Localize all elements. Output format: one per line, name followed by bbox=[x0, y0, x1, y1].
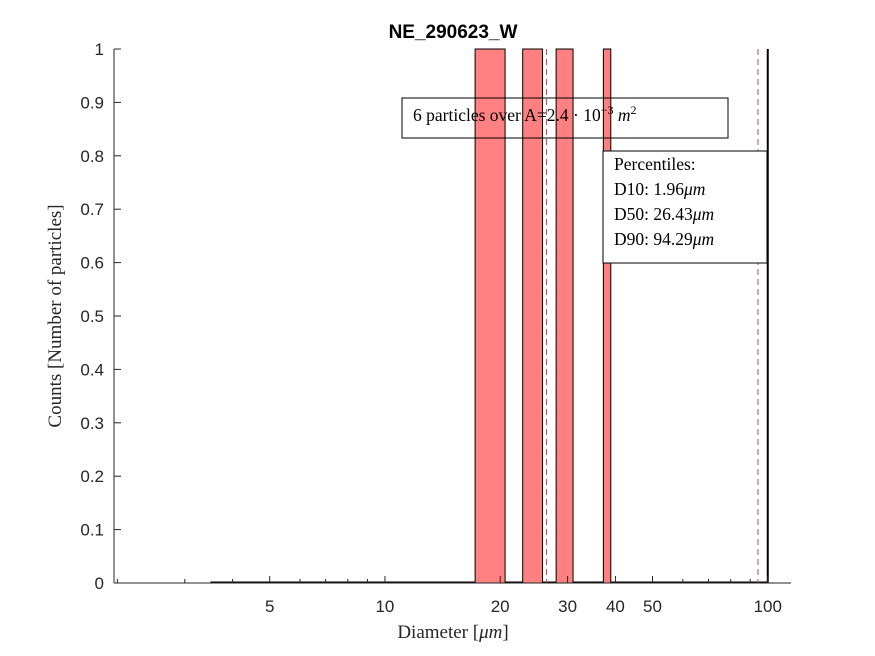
area-annotation: 6 particles over A=2.4 · 10−3 m2 bbox=[401, 97, 729, 139]
percentiles-box bbox=[602, 150, 768, 264]
y-tick-label: 0.4 bbox=[80, 360, 104, 379]
x-ticks: 5 10 20 30 40 50 100 bbox=[116, 576, 782, 616]
y-axis-label: Counts [Number of particles] bbox=[45, 204, 66, 427]
y-tick-label: 0 bbox=[95, 574, 104, 593]
y-tick-label: 1 bbox=[95, 40, 104, 59]
area-annotation-box bbox=[401, 97, 729, 139]
y-tick-label: 0.9 bbox=[80, 93, 104, 112]
x-tick-label: 20 bbox=[491, 597, 510, 616]
x-tick-label: 30 bbox=[558, 597, 577, 616]
y-ticks: 0 0.1 0.2 0.3 0.4 0.5 0.6 0.7 0.8 0.9 1 bbox=[80, 40, 121, 593]
area-annotation-text: 6 particles over A=2.4 · 10−3 m2 bbox=[413, 103, 637, 125]
histogram-bar bbox=[555, 48, 574, 584]
y-tick-label: 0.2 bbox=[80, 467, 104, 486]
percentile-d10: D10: 1.96μm bbox=[614, 179, 705, 199]
histogram-bar bbox=[522, 48, 544, 584]
histogram-bar bbox=[602, 48, 612, 584]
y-tick-label: 0.8 bbox=[80, 147, 104, 166]
percentiles-heading: Percentiles: bbox=[614, 154, 696, 174]
x-tick-label: 10 bbox=[375, 597, 394, 616]
chart-title: NE_290623_W bbox=[389, 22, 518, 43]
histogram-bar bbox=[474, 48, 506, 584]
y-tick-label: 0.5 bbox=[80, 307, 104, 326]
x-tick-label: 40 bbox=[606, 597, 625, 616]
x-tick-label: 5 bbox=[265, 597, 274, 616]
percentile-d50: D50: 26.43μm bbox=[614, 204, 714, 224]
x-axis-label: Diameter [μm] bbox=[397, 622, 508, 643]
y-tick-label: 0.7 bbox=[80, 200, 104, 219]
x-tick-label: 100 bbox=[754, 597, 782, 616]
y-tick-label: 0.1 bbox=[80, 521, 104, 540]
percentile-d90: D90: 94.29μm bbox=[614, 229, 714, 249]
y-tick-label: 0.3 bbox=[80, 414, 104, 433]
y-tick-label: 0.6 bbox=[80, 254, 104, 273]
x-tick-label: 50 bbox=[643, 597, 662, 616]
percentiles-legend: Percentiles: D10: 1.96μm D50: 26.43μm D9… bbox=[602, 150, 768, 264]
